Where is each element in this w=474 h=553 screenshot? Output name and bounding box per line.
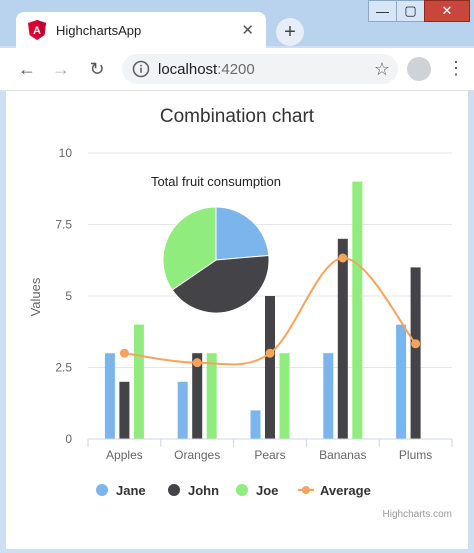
- y-axis-label: Values: [28, 277, 43, 316]
- reload-button[interactable]: ↻: [89, 58, 105, 79]
- window-controls: — ▢ ✕: [368, 0, 470, 22]
- maximize-button[interactable]: ▢: [396, 0, 425, 22]
- url-port: :4200: [217, 60, 255, 78]
- legend-item-jane[interactable]: Jane: [96, 483, 146, 498]
- pie-slice-john[interactable]: [171, 254, 270, 314]
- browser-tab[interactable]: A HighchartsApp ✕: [16, 12, 266, 48]
- average-line: [124, 256, 417, 366]
- new-tab-button[interactable]: +: [276, 18, 304, 46]
- pie-slice-joe[interactable]: [162, 206, 217, 291]
- y-tick-label: 7.5: [55, 218, 72, 232]
- legend-symbol: [96, 484, 108, 496]
- bar-jane[interactable]: [250, 410, 261, 439]
- legend-label: Joe: [256, 483, 278, 498]
- bar-john[interactable]: [337, 238, 348, 439]
- pie-title: Total fruit consumption: [151, 174, 281, 189]
- bar-joe[interactable]: [279, 353, 290, 439]
- legend-label: Average: [320, 483, 371, 498]
- y-tick-label: 10: [59, 146, 73, 160]
- legend-item-average[interactable]: Average: [298, 483, 371, 498]
- close-window-button[interactable]: ✕: [424, 0, 470, 22]
- average-series: [119, 253, 421, 368]
- legend-symbol-marker: [302, 486, 310, 494]
- angular-logo-icon: A: [28, 20, 46, 40]
- address-bar[interactable]: localhost:4200 ☆: [122, 54, 398, 84]
- pie-slice-jane[interactable]: [215, 206, 270, 261]
- tab-title: HighchartsApp: [56, 22, 142, 38]
- bar-jane[interactable]: [104, 353, 115, 439]
- back-button[interactable]: ←: [18, 58, 36, 79]
- x-tick-label: Apples: [106, 448, 143, 462]
- url-host: localhost: [158, 60, 218, 78]
- bar-jane[interactable]: [177, 381, 188, 439]
- y-tick-label: 5: [65, 289, 72, 303]
- legend: Jane John Joe Average: [96, 483, 371, 498]
- legend-item-john[interactable]: John: [168, 483, 219, 498]
- legend-item-joe[interactable]: Joe: [236, 483, 278, 498]
- legend-label: John: [188, 483, 219, 498]
- info-icon[interactable]: [132, 60, 150, 78]
- bar-joe[interactable]: [206, 353, 217, 439]
- chart-title: Combination chart: [160, 106, 315, 127]
- pie-chart: [162, 206, 270, 314]
- bar-joe[interactable]: [352, 181, 363, 439]
- bar-jane[interactable]: [396, 324, 407, 439]
- credits-link[interactable]: Highcharts.com: [383, 509, 452, 520]
- bar-joe[interactable]: [133, 324, 144, 439]
- average-point[interactable]: [338, 253, 348, 263]
- x-tick-label: Bananas: [319, 448, 366, 462]
- average-point[interactable]: [192, 358, 202, 368]
- column-series: [104, 181, 421, 439]
- menu-icon[interactable]: ⋮: [447, 58, 465, 78]
- url-text[interactable]: localhost:4200: [158, 61, 374, 78]
- average-point[interactable]: [411, 339, 421, 349]
- x-tick-label: Oranges: [174, 448, 220, 462]
- y-tick-label: 0: [65, 432, 72, 446]
- bar-john[interactable]: [265, 296, 275, 439]
- profile-avatar-icon[interactable]: [407, 57, 431, 81]
- bar-john[interactable]: [192, 353, 203, 439]
- legend-label: Jane: [116, 483, 146, 498]
- average-point[interactable]: [265, 348, 275, 358]
- bookmark-star-icon[interactable]: ☆: [373, 58, 390, 79]
- x-tick-label: Pears: [254, 448, 285, 462]
- average-point[interactable]: [119, 348, 129, 358]
- title-bar: — ▢ ✕ A HighchartsApp ✕ +: [0, 0, 474, 48]
- x-tick-label: Plums: [399, 448, 432, 462]
- bar-john[interactable]: [410, 267, 421, 439]
- browser-toolbar: ← → ↻ localhost:4200 ☆ ⋮: [0, 48, 474, 91]
- legend-symbol: [236, 484, 248, 496]
- axes: Apples Oranges Pears Bananas Plums: [87, 438, 453, 462]
- forward-button[interactable]: →: [52, 58, 70, 79]
- y-tick-label: 2.5: [55, 361, 72, 375]
- angular-logo-letter: A: [33, 25, 41, 37]
- bar-john[interactable]: [119, 381, 130, 439]
- minimize-button[interactable]: —: [368, 0, 397, 22]
- combination-chart: Combination chart Values 0 2.5 5 7.5 10 Tota…: [28, 106, 453, 520]
- legend-symbol: [168, 484, 180, 496]
- page-content: Combination chart Values 0 2.5 5 7.5 10 Tota…: [6, 91, 468, 549]
- bar-jane[interactable]: [323, 353, 334, 439]
- tab-close-icon[interactable]: ✕: [241, 22, 254, 39]
